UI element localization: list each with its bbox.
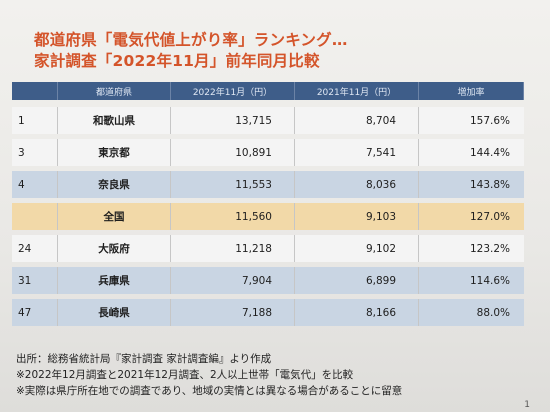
header-2021: 2021年11月（円） [295,82,419,100]
rate-cell: 114.6% [469,274,510,287]
value-2021-cell: 8,704 [295,107,419,134]
table-row: 3 東京都 10,891 7,541 144.4% [12,139,524,166]
prefecture-cell: 奈良県 [58,171,171,198]
table-row: 4 奈良県 11,553 8,036 143.8% [12,171,524,198]
comparison-note: ※2022年12月調査と2021年12月調査、2人以上世帯「電気代」を比較 [16,369,354,381]
prefecture-cell: 長崎県 [58,299,171,326]
value-2021-cell: 8,036 [295,171,419,198]
page-number: 1 [524,400,530,410]
source-notes: 出所：総務省統計局『家計調査 家計調査編』より作成 ※2022年12月調査と20… [16,351,402,399]
value-2022-cell: 11,553 [171,171,295,198]
rank-cell: 24 [12,235,58,262]
value-2021-cell: 6,899 [295,267,419,294]
table-row-national: 全国 11,560 9,103 127.0% [12,203,524,230]
table-row: 31 兵庫県 7,904 6,899 114.6% [12,267,524,294]
prefecture-cell: 兵庫県 [58,267,171,294]
prefecture-cell: 全国 [58,203,171,230]
value-2022-cell: 13,715 [171,107,295,134]
value-2021-cell: 9,103 [295,203,419,230]
table-row: 24 大阪府 11,218 9,102 123.2% [12,235,524,262]
table-header: 都道府県 2022年11月（円） 2021年11月（円） 増加率 [12,82,524,100]
title-line-1: 都道府県「電気代値上がり率」ランキング… [34,31,348,49]
page-title: 都道府県「電気代値上がり率」ランキング… 家計調査「2022年11月」前年同月比… [34,30,348,72]
value-2022-cell: 11,218 [171,235,295,262]
value-2022-cell: 7,904 [171,267,295,294]
value-2022-cell: 10,891 [171,139,295,166]
prefecture-cell: 和歌山県 [58,107,171,134]
rate-cell: 143.8% [469,178,510,191]
rate-cell: 144.4% [469,146,510,159]
ranking-table: 都道府県 2022年11月（円） 2021年11月（円） 増加率 1 和歌山県 … [12,82,524,331]
rank-cell: 47 [12,299,58,326]
header-prefecture: 都道府県 [58,82,171,100]
value-2022-cell: 11,560 [171,203,295,230]
value-2021-cell: 9,102 [295,235,419,262]
table-row: 1 和歌山県 13,715 8,704 157.6% [12,107,524,134]
prefecture-cell: 東京都 [58,139,171,166]
header-rate: 増加率 [419,82,524,100]
rate-cell: 127.0% [469,210,510,223]
table-row: 47 長崎県 7,188 8,166 88.0% [12,299,524,326]
rate-cell: 157.6% [469,114,510,127]
rank-cell: 31 [12,267,58,294]
value-2021-cell: 8,166 [295,299,419,326]
rank-cell [12,203,58,230]
caveat-note: ※実際は県庁所在地での調査であり、地域の実情とは異なる場合があることに留意 [16,385,403,397]
value-2021-cell: 7,541 [295,139,419,166]
rate-cell: 123.2% [469,242,510,255]
title-line-2: 家計調査「2022年11月」前年同月比較 [34,52,320,70]
value-2022-cell: 7,188 [171,299,295,326]
rank-cell: 3 [12,139,58,166]
rate-cell: 88.0% [476,306,510,319]
rank-cell: 4 [12,171,58,198]
source-note: 出所：総務省統計局『家計調査 家計調査編』より作成 [16,353,272,365]
rank-cell: 1 [12,107,58,134]
prefecture-cell: 大阪府 [58,235,171,262]
header-rank [12,82,58,100]
header-2022: 2022年11月（円） [171,82,295,100]
